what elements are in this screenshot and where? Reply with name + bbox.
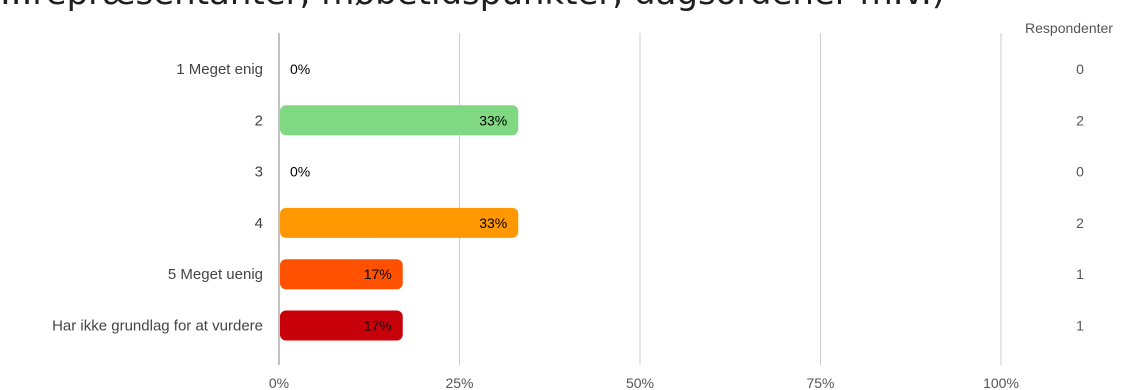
bar [280, 310, 403, 341]
bar [280, 105, 519, 136]
bar-value-label: 33% [479, 112, 507, 128]
respondent-count: 0 [1076, 164, 1084, 180]
x-tick-label: 100% [983, 375, 1019, 390]
category-label: 2 [255, 112, 263, 129]
bar-value-label: 0% [290, 61, 310, 77]
x-tick-label: 50% [626, 375, 654, 390]
category-label: 5 Meget uenig [168, 266, 263, 283]
category-label: 4 [255, 215, 263, 232]
bar-value-label: 33% [479, 215, 507, 231]
respondent-count: 1 [1076, 318, 1084, 334]
x-tick-label: 0% [269, 375, 289, 390]
bar-value-label: 17% [364, 266, 392, 282]
x-tick-label: 25% [445, 375, 473, 390]
bar [280, 207, 519, 238]
bar [280, 259, 403, 290]
x-tick-label: 75% [806, 375, 834, 390]
respondent-count: 1 [1076, 266, 1084, 282]
bar-value-label: 0% [290, 164, 310, 180]
respondent-count: 2 [1076, 112, 1084, 128]
category-label: Har ikke grundlag for at vurdere [52, 318, 263, 335]
category-label: 3 [255, 164, 263, 181]
respondent-count: 2 [1076, 215, 1084, 231]
chart-title: ...repræsentanter, møbetidspunkter, dags… [0, 0, 1000, 10]
category-label: 1 Meget enig [176, 61, 263, 78]
respondents-header: Respondenter [1025, 20, 1113, 36]
bar-value-label: 17% [364, 318, 392, 334]
respondent-count: 0 [1076, 61, 1084, 77]
